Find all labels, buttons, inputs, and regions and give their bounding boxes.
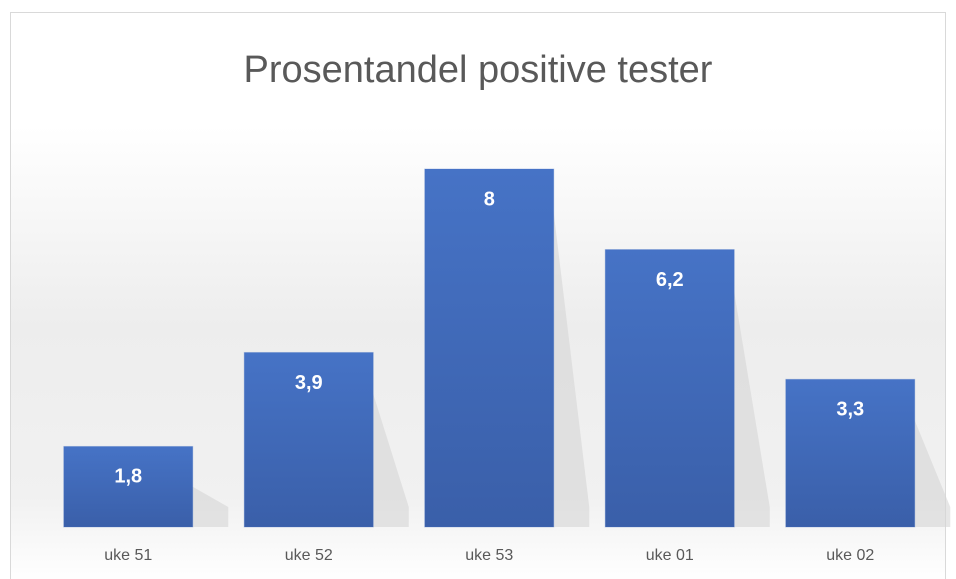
bar-shadow <box>914 419 951 527</box>
data-label: 8 <box>484 188 495 210</box>
x-tick-label: uke 02 <box>826 547 874 564</box>
data-label: 1,8 <box>114 466 142 488</box>
bar-shadow <box>733 289 770 527</box>
data-label: 3,9 <box>295 372 323 394</box>
bar <box>785 378 916 528</box>
data-label: 6,2 <box>656 269 684 291</box>
x-tick-label: uke 01 <box>646 547 694 564</box>
bar <box>243 351 374 528</box>
x-tick-label: uke 51 <box>104 547 152 564</box>
bar-shadow <box>553 209 590 527</box>
bar-shadow <box>192 486 229 527</box>
x-tick-label: uke 53 <box>465 547 513 564</box>
bar-shadow <box>372 392 409 527</box>
x-tick-label: uke 52 <box>285 547 333 564</box>
chart-title: Prosentandel positive tester <box>244 49 713 91</box>
bar <box>63 445 194 528</box>
bar <box>604 249 735 528</box>
data-label: 3,3 <box>836 399 864 421</box>
bar <box>424 168 555 528</box>
